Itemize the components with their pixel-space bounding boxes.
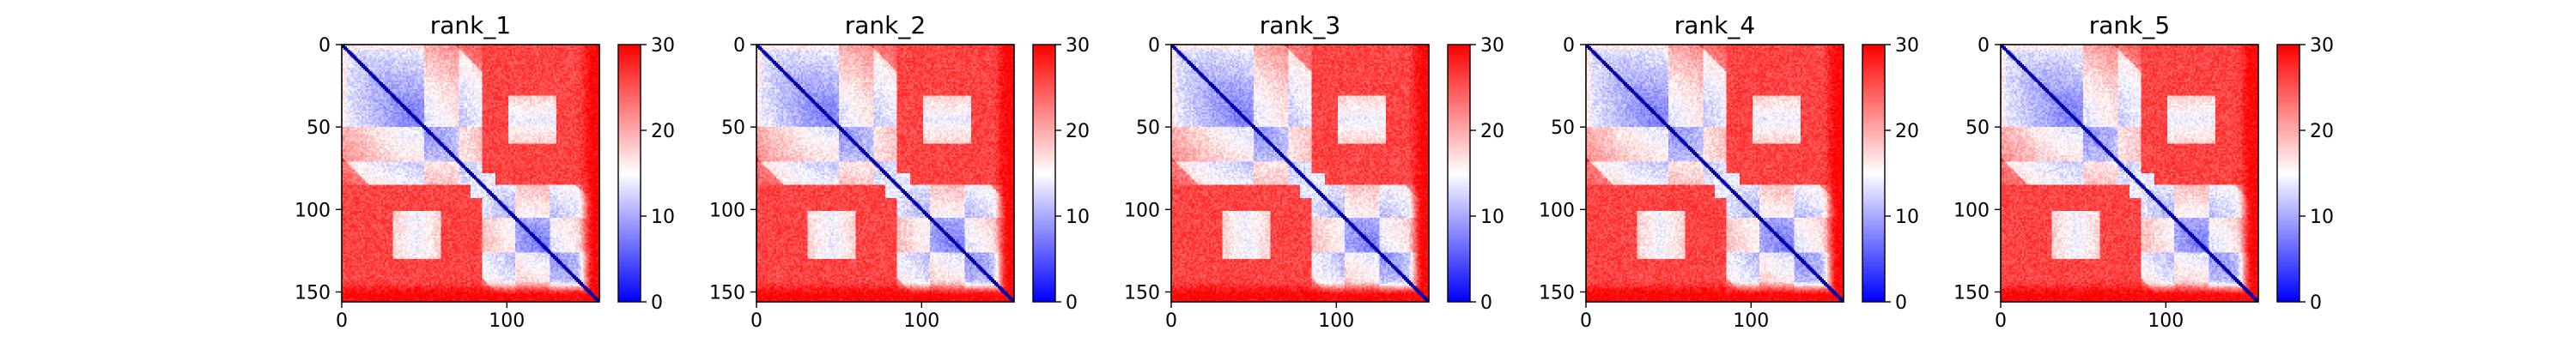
y-tick-label: 150 [1124,282,1160,304]
colorbar-tick-label: 0 [1066,292,1078,314]
panel-title: rank_4 [1674,11,1755,39]
colorbar-tick-label: 0 [2310,292,2322,314]
pae-heatmap-image [756,45,1014,302]
colorbar-tick-label: 0 [651,292,663,314]
y-tick-label: 100 [1124,200,1160,221]
colorbar-tick-label: 20 [1480,121,1504,142]
pae-heatmap-image [2001,45,2258,302]
x-tick-label: 100 [903,310,939,332]
colorbar-frame [1032,44,1056,303]
colorbar-gradient [1033,45,1055,302]
y-tick-label: 50 [721,117,745,139]
y-tick-label: 50 [1965,117,1990,139]
colorbar-tick-label: 20 [1895,121,1919,142]
y-tick-label: 150 [1539,282,1575,304]
axes-frame [1170,44,1430,303]
y-tick-label: 50 [307,117,331,139]
y-tick-label: 150 [709,282,745,304]
colorbar-tick-label: 20 [1066,121,1090,142]
axes-frame [1585,44,1844,303]
pae-heatmap-image [342,45,599,302]
colorbar-gradient [1448,45,1470,302]
colorbar-tick-label: 30 [1066,35,1090,57]
pae-heatmap-image [1171,45,1429,302]
colorbar-frame [1447,44,1471,303]
x-tick-label: 100 [1733,310,1769,332]
colorbar-gradient [618,45,641,302]
y-tick-label: 50 [1551,117,1575,139]
colorbar-frame [617,44,641,303]
colorbar-tick-label: 10 [1895,207,1919,228]
x-tick-label: 0 [336,310,348,332]
x-tick-label: 0 [1165,310,1177,332]
panel-title: rank_1 [430,11,511,39]
axes-frame [756,44,1015,303]
panel-title: rank_2 [845,11,926,39]
colorbar-gradient [1862,45,1885,302]
y-tick-label: 150 [295,282,331,304]
colorbar-tick-label: 30 [2310,35,2334,57]
axes-frame [2000,44,2259,303]
x-tick-label: 100 [1318,310,1354,332]
x-tick-label: 0 [1580,310,1592,332]
x-tick-label: 0 [1995,310,2007,332]
colorbar-tick-label: 10 [651,207,675,228]
y-tick-label: 0 [1148,35,1160,57]
colorbar-gradient [2277,45,2300,302]
colorbar-tick-label: 30 [1895,35,1919,57]
colorbar-tick-label: 10 [1066,207,1090,228]
x-tick-label: 100 [2148,310,2184,332]
y-tick-label: 150 [1953,282,1990,304]
colorbar-frame [2276,44,2300,303]
colorbar-tick-label: 10 [1480,207,1504,228]
colorbar-tick-label: 10 [2310,207,2334,228]
y-tick-label: 50 [1136,117,1160,139]
panel-title: rank_3 [1260,11,1340,39]
y-tick-label: 100 [709,200,745,221]
y-tick-label: 0 [319,35,331,57]
y-tick-label: 0 [733,35,745,57]
colorbar-tick-label: 0 [1480,292,1492,314]
y-tick-label: 0 [1978,35,1990,57]
panel-title: rank_5 [2089,11,2170,39]
y-tick-label: 100 [295,200,331,221]
colorbar-tick-label: 20 [2310,121,2334,142]
y-tick-label: 0 [1563,35,1575,57]
colorbar-tick-label: 0 [1895,292,1907,314]
y-tick-label: 100 [1539,200,1575,221]
pae-heatmap-image [1586,45,1844,302]
axes-frame [341,44,600,303]
colorbar-frame [1862,44,1886,303]
y-tick-label: 100 [1953,200,1990,221]
x-tick-label: 0 [750,310,762,332]
colorbar-tick-label: 30 [1480,35,1504,57]
x-tick-label: 100 [489,310,525,332]
colorbar-tick-label: 30 [651,35,675,57]
colorbar-tick-label: 20 [651,121,675,142]
